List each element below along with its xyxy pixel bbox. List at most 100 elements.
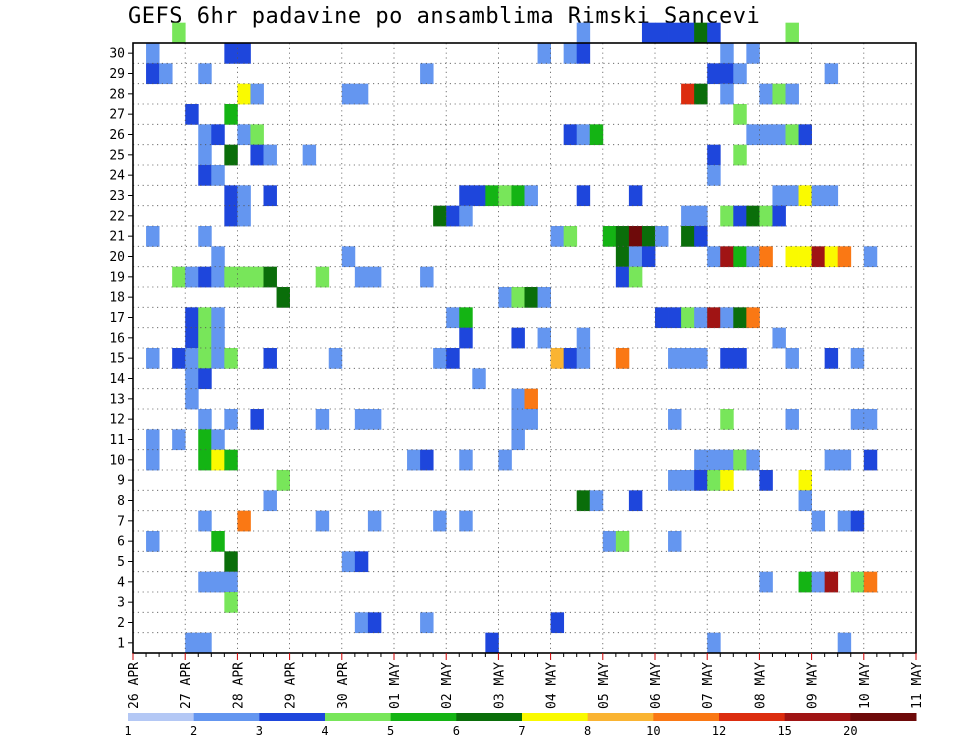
heatmap-cell: [694, 22, 708, 44]
heatmap-cell: [185, 632, 199, 654]
heatmap-cell: [211, 429, 225, 451]
heatmap-cell: [772, 124, 786, 146]
heatmap-cell: [589, 124, 604, 146]
heatmap-cell: [615, 266, 630, 288]
heatmap-cell: [824, 449, 839, 471]
heatmap-cell: [668, 348, 682, 369]
x-tick-label: 06 MAY: [649, 662, 664, 709]
y-tick-label: 19: [109, 270, 125, 285]
heatmap-cell: [798, 571, 812, 593]
x-tick-label: 05 MAY: [597, 662, 612, 709]
legend-swatch: [522, 713, 589, 721]
heatmap-cell: [694, 470, 708, 491]
heatmap-cell: [198, 144, 212, 166]
heatmap-cell: [628, 226, 643, 247]
heatmap-cell: [759, 205, 773, 227]
heatmap-cell: [511, 287, 525, 308]
legend-swatch: [128, 713, 195, 721]
heatmap-cell: [707, 63, 721, 85]
heatmap-cell: [694, 307, 708, 329]
heatmap-cell: [798, 490, 812, 512]
heatmap-cell: [328, 348, 343, 369]
heatmap-cell: [850, 409, 865, 430]
heatmap-cell: [446, 348, 460, 369]
legend-label: 5: [387, 724, 394, 738]
heatmap-cell: [824, 571, 839, 593]
y-tick-label: 2: [117, 616, 125, 631]
heatmap-cell: [211, 348, 225, 369]
heatmap-cell: [367, 409, 382, 430]
heatmap-cell: [315, 409, 330, 430]
heatmap-cell: [628, 246, 643, 268]
heatmap-cell: [655, 226, 669, 247]
heatmap-cell: [746, 43, 760, 64]
heatmap-cell: [863, 246, 878, 268]
heatmap-cell: [433, 205, 447, 227]
y-tick-label: 18: [109, 291, 125, 306]
heatmap-cell: [681, 307, 695, 329]
x-axis: 26 APR 27 APR 28 APR 29 APR 30 APR 01 MAY 02 M…: [127, 653, 925, 709]
heatmap-cell: [772, 327, 786, 349]
heatmap-cell: [276, 470, 290, 491]
heatmap-cell: [198, 165, 212, 186]
heatmap-cell: [707, 165, 721, 186]
heatmap-cell: [733, 205, 747, 227]
heatmap-cell: [759, 246, 773, 268]
heatmap-cell: [224, 348, 238, 369]
heatmap-cell: [759, 470, 773, 491]
heatmap-cell: [850, 571, 865, 593]
heatmap-cell: [237, 510, 251, 532]
heatmap-cell: [811, 571, 826, 593]
heatmap-cell: [837, 246, 852, 268]
legend-label: 20: [843, 724, 857, 738]
color-legend: 1 2 3 4 5 6 7 8 10 12 15 20: [124, 713, 917, 738]
y-tick-label: 11: [109, 433, 125, 448]
y-tick-label: 9: [117, 474, 125, 489]
heatmap-cell: [589, 490, 604, 512]
heatmap-cell: [550, 612, 565, 634]
heatmap-cell: [563, 226, 578, 247]
y-tick-label: 12: [109, 413, 125, 428]
heatmap-cell: [198, 63, 212, 85]
heatmap-cell: [211, 246, 225, 268]
heatmap-cell: [837, 510, 852, 532]
legend-label: 8: [584, 724, 591, 738]
heatmap-cell: [472, 185, 486, 207]
heatmap-cell: [837, 632, 852, 654]
x-tick-label: 04 MAY: [545, 662, 560, 709]
heatmap-cell: [276, 287, 290, 308]
heatmap-cell: [811, 185, 826, 207]
heatmap-cell: [146, 429, 160, 451]
heatmap-cell: [341, 246, 356, 268]
heatmap-cell: [224, 571, 238, 593]
x-tick-label: 10 MAY: [858, 662, 873, 709]
heatmap-cell: [863, 409, 878, 430]
y-tick-label: 17: [109, 311, 125, 326]
y-tick-label: 21: [109, 230, 125, 245]
heatmap-cell: [798, 470, 812, 491]
heatmap-cell: [459, 449, 473, 471]
heatmap-cell: [720, 348, 734, 369]
heatmap-cell: [354, 409, 369, 430]
heatmap-cell: [198, 510, 212, 532]
legend-label: 3: [256, 724, 263, 738]
heatmap-cell: [537, 43, 551, 64]
heatmap-cell: [563, 124, 578, 146]
y-tick-label: 27: [109, 108, 125, 123]
heatmap-cell: [198, 409, 212, 430]
heatmap-cell: [433, 510, 447, 532]
y-tick-label: 1: [117, 636, 125, 651]
heatmap-cell: [146, 348, 160, 369]
heatmap-cell: [211, 124, 225, 146]
heatmap-cell: [681, 470, 695, 491]
heatmap-cell: [733, 348, 747, 369]
heatmap-cell: [537, 287, 551, 308]
x-tick-label: 29 APR: [284, 662, 299, 709]
heatmap-cell: [498, 287, 512, 308]
legend-swatch: [325, 713, 392, 721]
heatmap-cell: [576, 490, 591, 512]
heatmap-cell: [224, 449, 238, 471]
heatmap-cells: [146, 22, 878, 654]
heatmap-cell: [250, 144, 264, 166]
heatmap-cell: [576, 22, 591, 44]
